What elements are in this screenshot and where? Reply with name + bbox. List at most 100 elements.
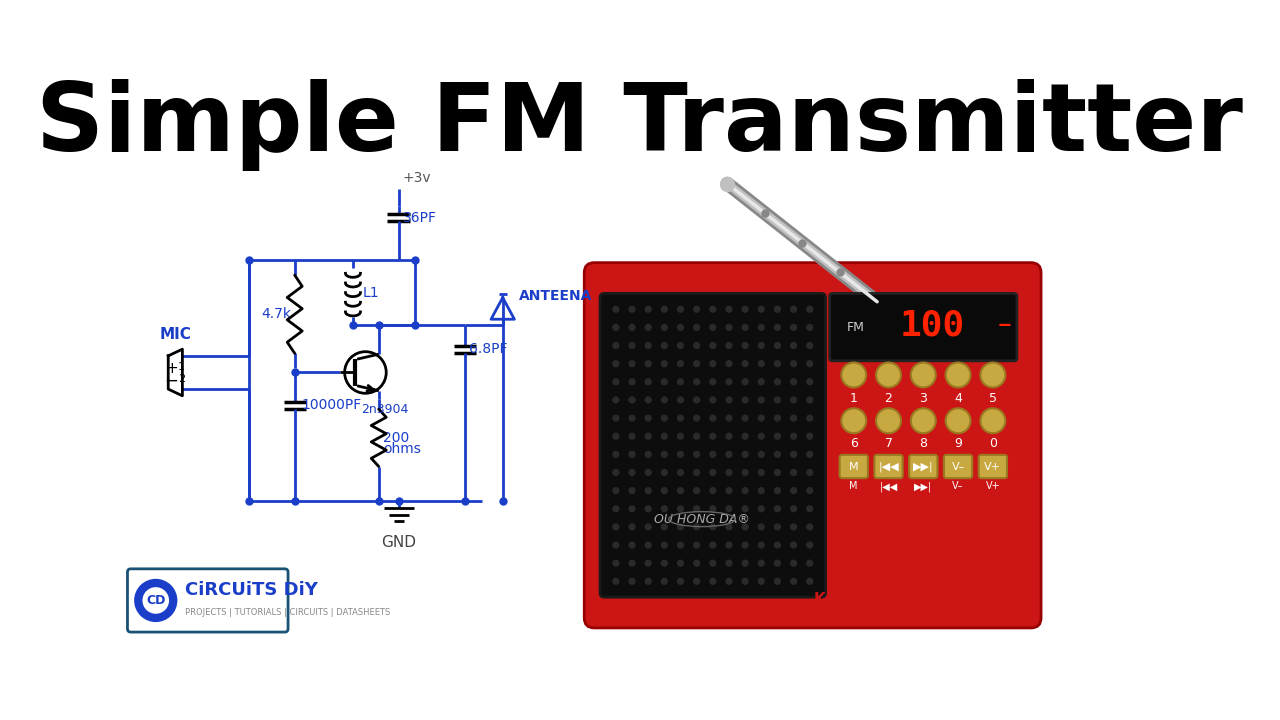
Text: GND: GND	[381, 535, 416, 550]
Circle shape	[758, 542, 764, 548]
Circle shape	[758, 578, 764, 584]
Circle shape	[628, 397, 635, 403]
Circle shape	[694, 325, 700, 330]
Text: 10000PF: 10000PF	[301, 398, 362, 412]
Circle shape	[791, 415, 796, 421]
Circle shape	[628, 379, 635, 384]
Circle shape	[694, 433, 700, 439]
Circle shape	[694, 578, 700, 584]
FancyBboxPatch shape	[128, 569, 288, 632]
Circle shape	[628, 578, 635, 584]
FancyBboxPatch shape	[909, 455, 937, 478]
Circle shape	[662, 487, 667, 493]
Circle shape	[694, 306, 700, 312]
Text: CiRCUiTS DiY: CiRCUiTS DiY	[184, 582, 317, 600]
Circle shape	[791, 506, 796, 512]
Circle shape	[742, 433, 748, 439]
Circle shape	[742, 379, 748, 384]
Circle shape	[791, 524, 796, 530]
Circle shape	[628, 487, 635, 493]
Circle shape	[710, 397, 716, 403]
Circle shape	[791, 379, 796, 384]
Circle shape	[628, 325, 635, 330]
Circle shape	[758, 487, 764, 493]
Circle shape	[677, 578, 684, 584]
Circle shape	[758, 325, 764, 330]
Circle shape	[613, 343, 618, 348]
Circle shape	[628, 306, 635, 312]
Circle shape	[791, 469, 796, 475]
Circle shape	[791, 487, 796, 493]
Circle shape	[774, 506, 781, 512]
Circle shape	[726, 524, 732, 530]
Text: V+: V+	[986, 482, 1000, 492]
Circle shape	[742, 361, 748, 366]
Text: 2: 2	[884, 392, 892, 405]
Circle shape	[742, 487, 748, 493]
Circle shape	[645, 325, 652, 330]
Circle shape	[645, 433, 652, 439]
Text: ▶▶|: ▶▶|	[913, 462, 933, 472]
Circle shape	[758, 361, 764, 366]
Text: 1: 1	[850, 392, 858, 405]
Circle shape	[791, 325, 796, 330]
Circle shape	[662, 560, 667, 566]
Circle shape	[758, 306, 764, 312]
Circle shape	[806, 451, 813, 457]
FancyBboxPatch shape	[584, 263, 1041, 628]
Text: FM: FM	[847, 320, 865, 333]
Text: ▶▶|: ▶▶|	[914, 482, 932, 492]
Circle shape	[677, 433, 684, 439]
Circle shape	[726, 451, 732, 457]
Text: KK-11      DIGITAL PLAYER: KK-11 DIGITAL PLAYER	[814, 592, 1032, 607]
Text: V–: V–	[952, 482, 964, 492]
FancyBboxPatch shape	[600, 294, 826, 597]
Circle shape	[841, 408, 867, 433]
Circle shape	[758, 451, 764, 457]
Circle shape	[694, 361, 700, 366]
Circle shape	[841, 362, 867, 387]
Circle shape	[677, 451, 684, 457]
Circle shape	[774, 542, 781, 548]
Circle shape	[806, 487, 813, 493]
Circle shape	[613, 487, 618, 493]
Circle shape	[613, 397, 618, 403]
Circle shape	[806, 560, 813, 566]
Text: 36PF: 36PF	[403, 211, 436, 225]
Circle shape	[726, 306, 732, 312]
Text: −: −	[165, 372, 178, 390]
Circle shape	[806, 469, 813, 475]
Circle shape	[876, 362, 901, 387]
Circle shape	[791, 343, 796, 348]
Circle shape	[694, 343, 700, 348]
Circle shape	[806, 433, 813, 439]
Circle shape	[726, 415, 732, 421]
Circle shape	[628, 361, 635, 366]
Circle shape	[613, 306, 618, 312]
Text: 1: 1	[178, 361, 186, 372]
Circle shape	[628, 469, 635, 475]
Circle shape	[742, 397, 748, 403]
Circle shape	[774, 306, 781, 312]
Text: –: –	[997, 312, 1011, 339]
Circle shape	[677, 506, 684, 512]
Text: 2: 2	[178, 374, 186, 384]
Text: PROJECTS | TUTORIALS | CIRCUITS | DATASHEETS: PROJECTS | TUTORIALS | CIRCUITS | DATASH…	[184, 608, 390, 616]
Circle shape	[694, 397, 700, 403]
Circle shape	[694, 379, 700, 384]
Circle shape	[726, 397, 732, 403]
Circle shape	[710, 379, 716, 384]
Circle shape	[791, 560, 796, 566]
Circle shape	[758, 433, 764, 439]
Circle shape	[710, 415, 716, 421]
Circle shape	[677, 361, 684, 366]
Circle shape	[726, 379, 732, 384]
Text: OU HONG DA®: OU HONG DA®	[654, 513, 750, 526]
Circle shape	[710, 487, 716, 493]
Circle shape	[742, 306, 748, 312]
Circle shape	[710, 560, 716, 566]
Circle shape	[758, 469, 764, 475]
Circle shape	[694, 524, 700, 530]
Circle shape	[613, 506, 618, 512]
Text: 9: 9	[954, 437, 963, 451]
